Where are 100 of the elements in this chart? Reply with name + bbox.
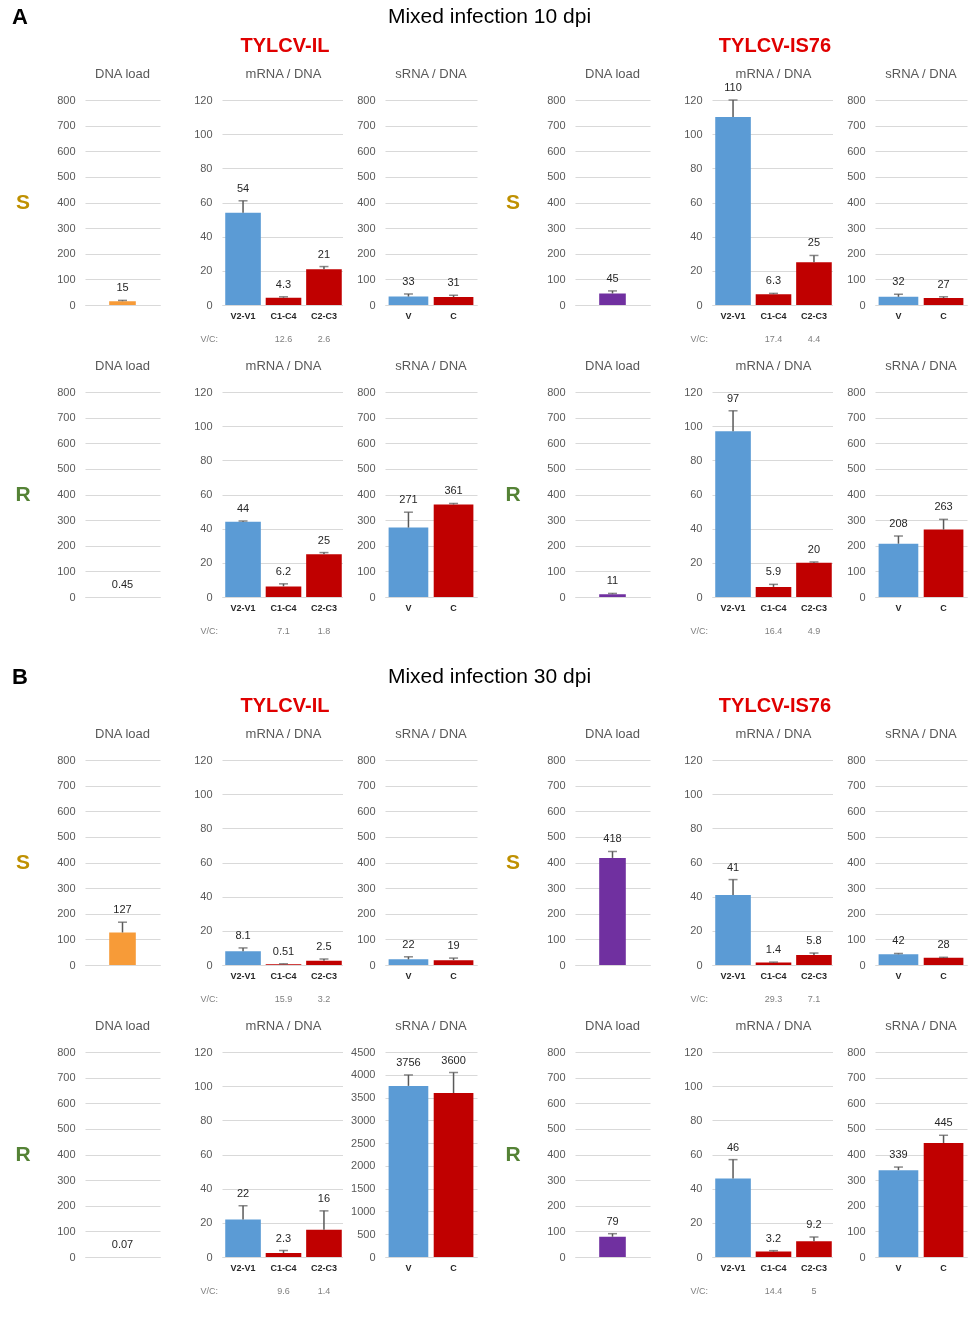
text: 17.4: [764, 334, 783, 344]
y-tick-label: 20: [690, 556, 703, 569]
x-tick-label: C: [940, 970, 948, 981]
text: 7.1: [807, 994, 821, 1004]
y-tick-label: 0: [559, 1250, 566, 1263]
y-tick-label: 1500: [351, 1182, 376, 1195]
text: S: [15, 849, 31, 873]
data-label: 25: [317, 533, 331, 546]
y-tick-label: 100: [57, 932, 76, 945]
data-label: 25: [807, 236, 821, 249]
y-tick-label: 100: [547, 1224, 566, 1237]
y-tick-label: 0: [69, 958, 76, 971]
data-label: 20: [807, 542, 821, 555]
y-tick-label: 300: [547, 1173, 566, 1186]
y-tick-label: 600: [357, 436, 376, 449]
chart-title: mRNA / DNA: [245, 726, 322, 741]
chart-title: mRNA / DNA: [245, 66, 322, 81]
data-label: 5.9: [765, 565, 782, 578]
text: Mixed infection 10 dpi: [387, 4, 592, 27]
chart-title: DNA load: [585, 1018, 640, 1033]
chart-title: DNA load: [95, 358, 150, 373]
y-tick-label: 600: [847, 436, 866, 449]
bar: [796, 562, 832, 597]
data-label: 6.2: [275, 564, 292, 577]
chart-title: mRNA / DNA: [735, 66, 812, 81]
y-tick-label: 0: [859, 958, 866, 971]
y-tick-label: 40: [690, 1182, 703, 1195]
y-tick-label: 500: [357, 170, 376, 183]
y-tick-label: 600: [847, 804, 866, 817]
y-tick-label: 20: [200, 264, 213, 277]
y-tick-label: 100: [194, 1079, 213, 1092]
y-tick-label: 600: [547, 144, 566, 157]
y-tick-label: 60: [690, 488, 703, 500]
x-tick-label: V: [895, 602, 902, 613]
bar: [306, 269, 342, 305]
y-tick-label: 100: [847, 932, 866, 945]
bar: [755, 586, 792, 597]
y-tick-label: 120: [194, 93, 213, 106]
y-tick-label: 40: [200, 230, 213, 243]
y-tick-label: 700: [357, 779, 376, 792]
y-tick-label: 0: [559, 298, 566, 311]
x-tick-label: C1-C4: [270, 1262, 297, 1273]
data-label: 445: [934, 1116, 953, 1129]
y-tick-label: 100: [57, 1224, 76, 1237]
text: V/C:: [690, 1286, 708, 1296]
y-tick-label: 200: [357, 539, 376, 552]
y-tick-label: 3500: [351, 1091, 376, 1104]
text: R: [505, 481, 521, 505]
x-tick-label: V: [895, 310, 902, 321]
y-tick-label: 800: [547, 93, 566, 106]
y-tick-label: 200: [57, 247, 76, 260]
data-label: 79: [606, 1214, 619, 1227]
x-tick-label: V: [405, 970, 412, 981]
x-tick-label: V: [895, 1262, 902, 1273]
bar: [755, 1251, 792, 1257]
y-tick-label: 500: [57, 1122, 76, 1135]
text: 12.6: [274, 334, 293, 344]
y-tick-label: 100: [357, 564, 376, 577]
y-tick-label: 600: [57, 436, 76, 449]
x-tick-label: C: [940, 1262, 948, 1273]
y-tick-label: 120: [194, 385, 213, 398]
y-tick-label: 400: [847, 856, 866, 868]
data-label: 0.51: [272, 944, 295, 957]
y-tick-label: 40: [200, 890, 213, 903]
y-tick-label: 2500: [351, 1136, 376, 1149]
text: V/C:: [200, 334, 218, 344]
y-tick-label: 120: [194, 1045, 213, 1058]
text: Mixed infection 30 dpi: [387, 664, 592, 687]
data-label: 263: [934, 500, 953, 513]
y-tick-label: 200: [847, 247, 866, 260]
chart-title: mRNA / DNA: [735, 358, 812, 373]
y-tick-label: 80: [690, 161, 703, 174]
y-tick-label: 0: [859, 1250, 866, 1263]
y-tick-label: 100: [194, 419, 213, 432]
x-tick-label: V2-V1: [720, 602, 746, 613]
data-label: 42: [892, 934, 905, 947]
y-tick-label: 4000: [351, 1068, 376, 1081]
y-tick-label: 80: [200, 821, 213, 834]
y-tick-label: 600: [547, 1096, 566, 1109]
x-tick-label: V: [405, 1262, 412, 1273]
x-tick-label: C1-C4: [760, 310, 787, 321]
x-tick-label: C2-C3: [310, 970, 337, 981]
chart-title: DNA load: [585, 726, 640, 741]
y-tick-label: 0: [696, 298, 703, 311]
chart-title: sRNA / DNA: [885, 1018, 958, 1033]
y-tick-label: 300: [57, 881, 76, 894]
bar: [796, 1241, 832, 1257]
y-tick-label: 20: [200, 924, 213, 937]
y-tick-label: 400: [547, 856, 566, 868]
y-tick-label: 100: [357, 272, 376, 285]
y-tick-label: 200: [847, 539, 866, 552]
y-tick-label: 800: [57, 753, 76, 766]
text: 7.1: [277, 626, 290, 636]
data-label: 5.8: [806, 934, 822, 947]
y-tick-label: 800: [57, 93, 76, 106]
y-tick-label: 500: [547, 830, 566, 843]
text: TYLCV-IS76: [717, 34, 833, 57]
data-label: 208: [889, 517, 908, 530]
y-tick-label: 300: [847, 1173, 866, 1186]
data-label: 9.2: [806, 1218, 822, 1231]
